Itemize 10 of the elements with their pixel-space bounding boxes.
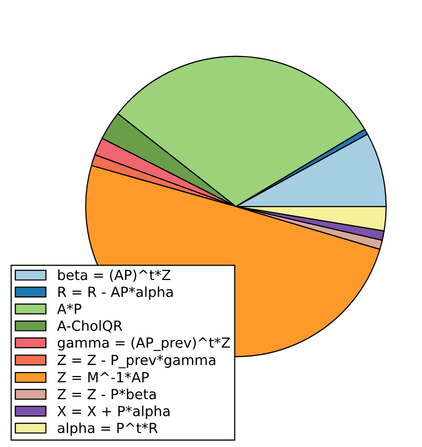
legend-label: alpha = P^t*R [58,422,158,436]
legend-label: A-CholQR [57,320,122,333]
legend-label: R = R - AP*alpha [58,286,173,300]
legend-label: beta = (AP)^t*Z [58,269,170,282]
legend-label: gamma = (AP_prev)^t*Z [58,337,230,351]
legend-label: A*P [57,304,82,314]
legend-label: Z = M^-1*AP [58,372,149,382]
legend-label: Z = Z - P*beta [58,388,156,400]
legend-label: X = X + P*alpha [57,406,170,419]
legend-label: Z = Z - P_prev*gamma [58,354,216,368]
